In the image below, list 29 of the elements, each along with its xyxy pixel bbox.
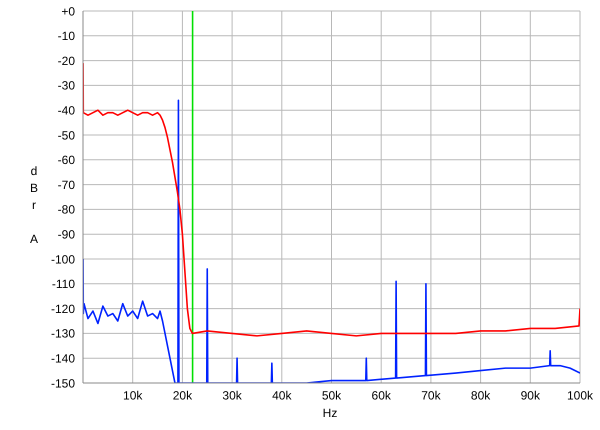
x-tick-label: 50k <box>322 388 342 403</box>
x-tick-label: 40k <box>272 388 292 403</box>
y-tick-label: -60 <box>58 153 76 168</box>
x-tick-label: 30k <box>222 388 243 403</box>
x-tick-label: 10k <box>123 388 144 403</box>
x-tick-label: 70k <box>421 388 442 403</box>
y-tick-label: -50 <box>58 128 76 142</box>
y-tick-label: -70 <box>58 178 76 192</box>
x-tick-label: 80k <box>470 388 492 403</box>
y-tick-label: -120 <box>50 302 76 316</box>
y-tick-label: -40 <box>58 103 76 118</box>
x-tick-label: 20k <box>172 388 194 403</box>
y-tick-label: -100 <box>50 252 76 266</box>
y-tick-label: -140 <box>50 351 76 366</box>
y-tick-label: -110 <box>52 277 76 292</box>
y-tick-label: -30 <box>58 78 76 93</box>
x-tick-label: 100k <box>566 388 594 403</box>
x-tick-label: 60k <box>372 388 392 403</box>
x-tick-label: 90k <box>520 388 541 403</box>
y-tick-label: +0 <box>61 4 76 18</box>
x-axis-title: Hz <box>322 406 338 420</box>
y-tick-label: -20 <box>58 54 76 68</box>
line-series <box>83 62 580 337</box>
y-tick-label: -10 <box>58 29 76 44</box>
y-tick-label: -130 <box>50 326 76 341</box>
text: dBr A <box>30 164 38 246</box>
y-tick-label: -80 <box>58 202 76 217</box>
y-tick-label: -150 <box>50 376 76 390</box>
y-tick-label: -90 <box>58 227 76 242</box>
